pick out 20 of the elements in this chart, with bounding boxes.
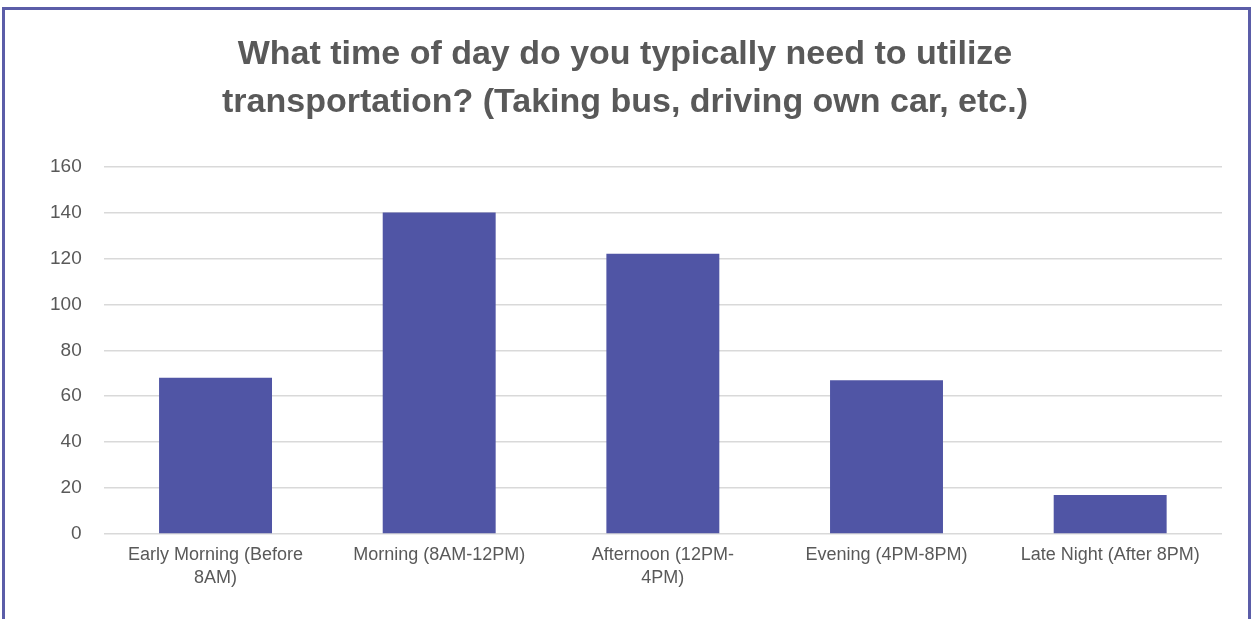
bar xyxy=(1053,494,1167,534)
y-tick-label: 120 xyxy=(50,246,82,268)
y-tick-label: 100 xyxy=(50,292,82,314)
bar xyxy=(382,212,496,534)
x-tick-label: Afternoon (12PM-4PM) xyxy=(591,544,734,587)
y-tick-label: 80 xyxy=(60,338,82,360)
bar xyxy=(606,253,720,534)
x-tick-label: Morning (8AM-12PM) xyxy=(353,544,526,565)
y-tick-label: 140 xyxy=(50,200,82,222)
x-tick-label: Late Night (After 8PM) xyxy=(1020,544,1200,565)
x-tick-label: Early Morning (Before 8AM) xyxy=(127,544,304,587)
x-tick-label: Evening (4PM-8PM) xyxy=(805,544,968,565)
y-tick-label: 160 xyxy=(50,154,82,176)
chart-title: What time of day do you typically need to utilize transportation? (Taking bus, driving own car, etc.) xyxy=(221,32,1029,119)
y-tick-label: 20 xyxy=(60,476,82,498)
y-tick-label: 40 xyxy=(60,430,82,452)
y-tick-label: 60 xyxy=(60,384,82,406)
y-tick-label: 0 xyxy=(71,522,82,544)
bar xyxy=(159,377,273,534)
bar xyxy=(830,380,943,534)
